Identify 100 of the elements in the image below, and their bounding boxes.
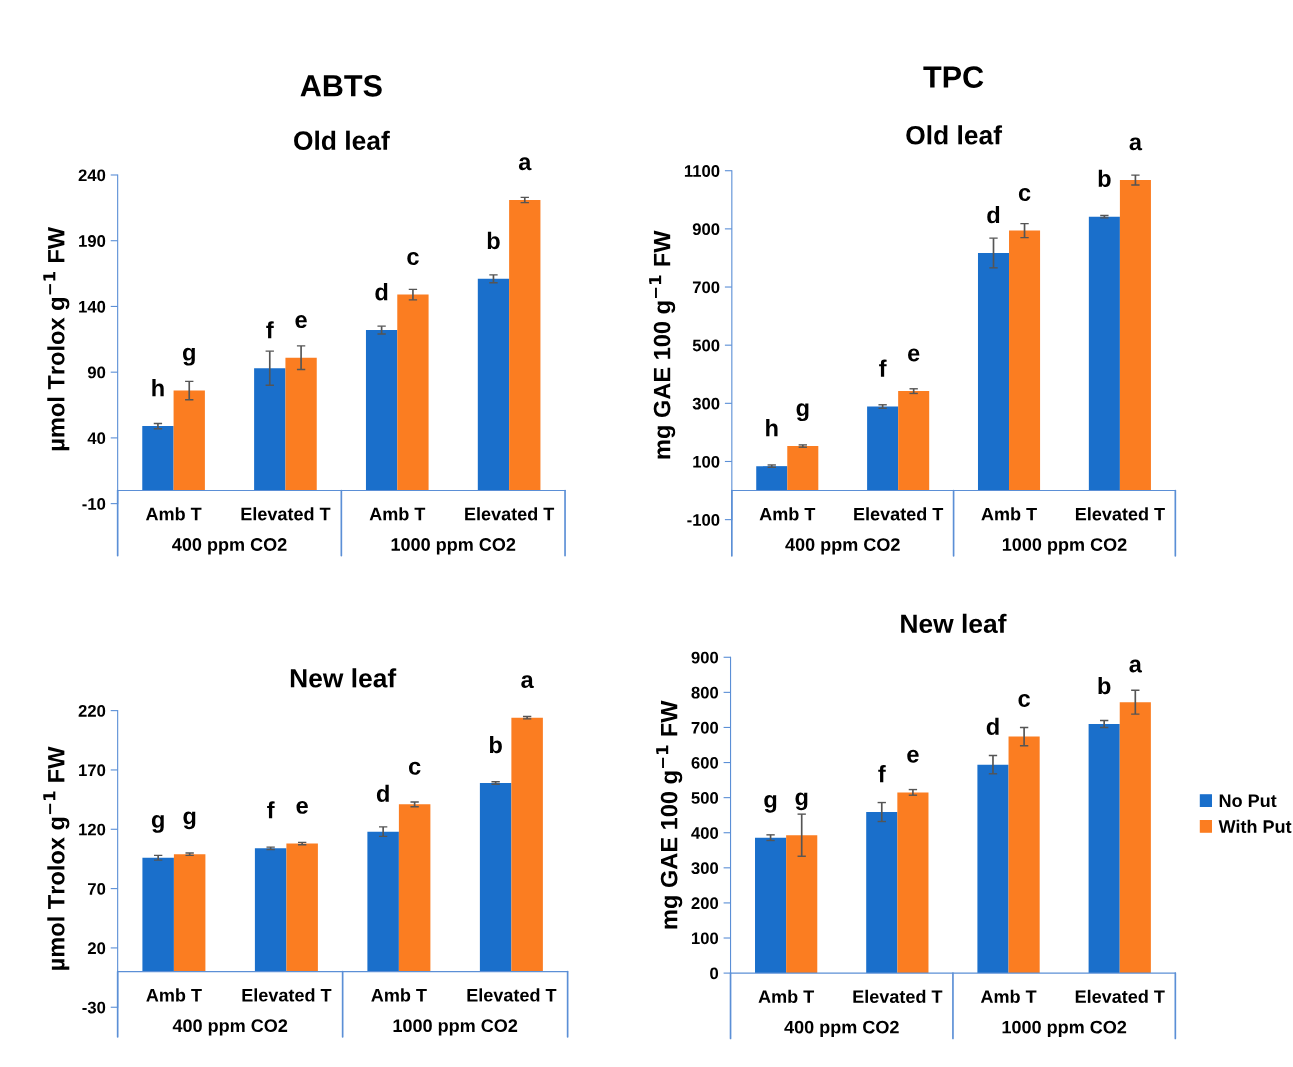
y-tick-label: 900 xyxy=(691,651,719,664)
chart-title: New leaf xyxy=(901,613,1007,634)
x-tick-label: Elevated T xyxy=(853,989,943,1004)
data-label: a xyxy=(521,675,534,689)
bar xyxy=(977,764,1009,974)
bar xyxy=(867,406,899,491)
y-tick-label: 220 xyxy=(78,705,106,717)
bar xyxy=(254,368,286,491)
data-label: a xyxy=(1129,659,1143,673)
text: 400 ppm CO2 xyxy=(172,1019,288,1036)
bar xyxy=(1119,702,1151,974)
text: 1000 ppm CO2 xyxy=(393,1019,518,1036)
x-tick-label: Elevated T xyxy=(241,507,331,521)
chart-subtitle: Old leaf xyxy=(294,130,390,151)
y-tick-label: 190 xyxy=(79,235,106,247)
data-label: h xyxy=(766,419,778,437)
y-tick-label: -100 xyxy=(687,514,720,526)
y-tick-label: 700 xyxy=(691,721,719,734)
y-tick-label: 500 xyxy=(692,339,720,352)
text: 1000 ppm CO2 xyxy=(1002,1020,1127,1038)
data-label: f xyxy=(878,765,886,783)
text: 1000 ppm CO2 xyxy=(1002,538,1127,555)
bar xyxy=(286,843,318,972)
data-label: c xyxy=(407,252,419,265)
y-tick-label: 900 xyxy=(692,223,720,236)
bar xyxy=(756,466,788,491)
bar xyxy=(509,199,541,491)
chart-title: New leaf xyxy=(290,668,397,688)
legend-label: With Put xyxy=(1218,819,1292,833)
y-tick-label: 20 xyxy=(87,942,106,955)
data-label: e xyxy=(907,749,919,763)
bar xyxy=(142,426,174,491)
data-label: b xyxy=(487,231,500,250)
chart-title: ABTS xyxy=(300,75,382,97)
bar xyxy=(173,854,206,972)
data-label: a xyxy=(518,157,532,171)
bar xyxy=(477,278,510,491)
y-tick-label: 600 xyxy=(691,756,719,769)
data-label: g xyxy=(151,815,164,833)
data-label: e xyxy=(908,348,920,362)
y-tick-label: 100 xyxy=(693,455,720,468)
bar xyxy=(897,792,929,974)
chart-title: TPC xyxy=(923,66,984,88)
bar xyxy=(254,848,287,972)
bar xyxy=(142,857,174,972)
x-tick-label: Amb T xyxy=(758,989,815,1004)
data-label: g xyxy=(795,792,808,811)
data-label: d xyxy=(987,205,1000,224)
data-label: b xyxy=(1098,676,1111,695)
data-label: f xyxy=(267,801,275,819)
x-tick-label: Amb T xyxy=(371,988,427,1002)
y-tick-label: 1100 xyxy=(684,165,720,177)
x-tick-label: Elevated T xyxy=(1075,989,1165,1004)
y-tick-label: -10 xyxy=(82,498,106,510)
y-tick-label: 40 xyxy=(87,432,106,445)
data-label: c xyxy=(1018,693,1030,707)
bar xyxy=(367,831,399,972)
x-tick-label: Elevated T xyxy=(465,507,555,521)
legend-label: No Put xyxy=(1219,794,1277,808)
x-tick-label: Elevated T xyxy=(1075,507,1165,521)
y-tick-label: 500 xyxy=(691,792,719,804)
x-tick-label: Amb T xyxy=(759,507,816,521)
data-label: g xyxy=(183,347,195,366)
bar xyxy=(1009,230,1041,491)
data-label: e xyxy=(295,315,307,329)
x-tick-label: Elevated T xyxy=(242,988,332,1002)
bar xyxy=(1119,180,1151,491)
x-tick-label: Elevated T xyxy=(467,988,557,1002)
bar xyxy=(511,717,543,972)
data-label: g xyxy=(183,811,196,830)
bar xyxy=(755,837,787,974)
text: 400 ppm CO2 xyxy=(785,538,900,555)
data-label: g xyxy=(764,794,777,813)
bar xyxy=(398,804,431,972)
bar xyxy=(898,391,930,491)
y-tick-label: 700 xyxy=(692,281,720,294)
x-tick-label: Amb T xyxy=(980,989,1037,1004)
y-axis-title: µmol Trolox g$^{−1}$ FW xyxy=(43,746,70,970)
y-tick-label: 200 xyxy=(691,897,719,910)
y-tick-label: 300 xyxy=(692,397,720,410)
data-label: f xyxy=(879,359,887,377)
bar xyxy=(1008,736,1040,974)
y-tick-label: 90 xyxy=(87,366,106,379)
y-tick-label: 70 xyxy=(88,883,106,895)
y-tick-label: 100 xyxy=(691,932,719,945)
bar xyxy=(1088,216,1120,491)
bar xyxy=(285,357,317,491)
y-tick-label: 120 xyxy=(79,823,106,836)
bar xyxy=(365,330,398,491)
text: 1000 ppm CO2 xyxy=(391,538,516,555)
data-label: b xyxy=(489,735,502,754)
bar xyxy=(1088,723,1120,974)
x-tick-label: Amb T xyxy=(146,988,202,1002)
bar xyxy=(786,835,818,974)
data-label: f xyxy=(266,321,274,339)
chart-subtitle: Old leaf xyxy=(906,125,1003,145)
data-label: a xyxy=(1129,137,1143,151)
text: 400 ppm CO2 xyxy=(784,1020,899,1038)
bar xyxy=(866,812,898,974)
y-tick-label: 170 xyxy=(79,764,106,777)
